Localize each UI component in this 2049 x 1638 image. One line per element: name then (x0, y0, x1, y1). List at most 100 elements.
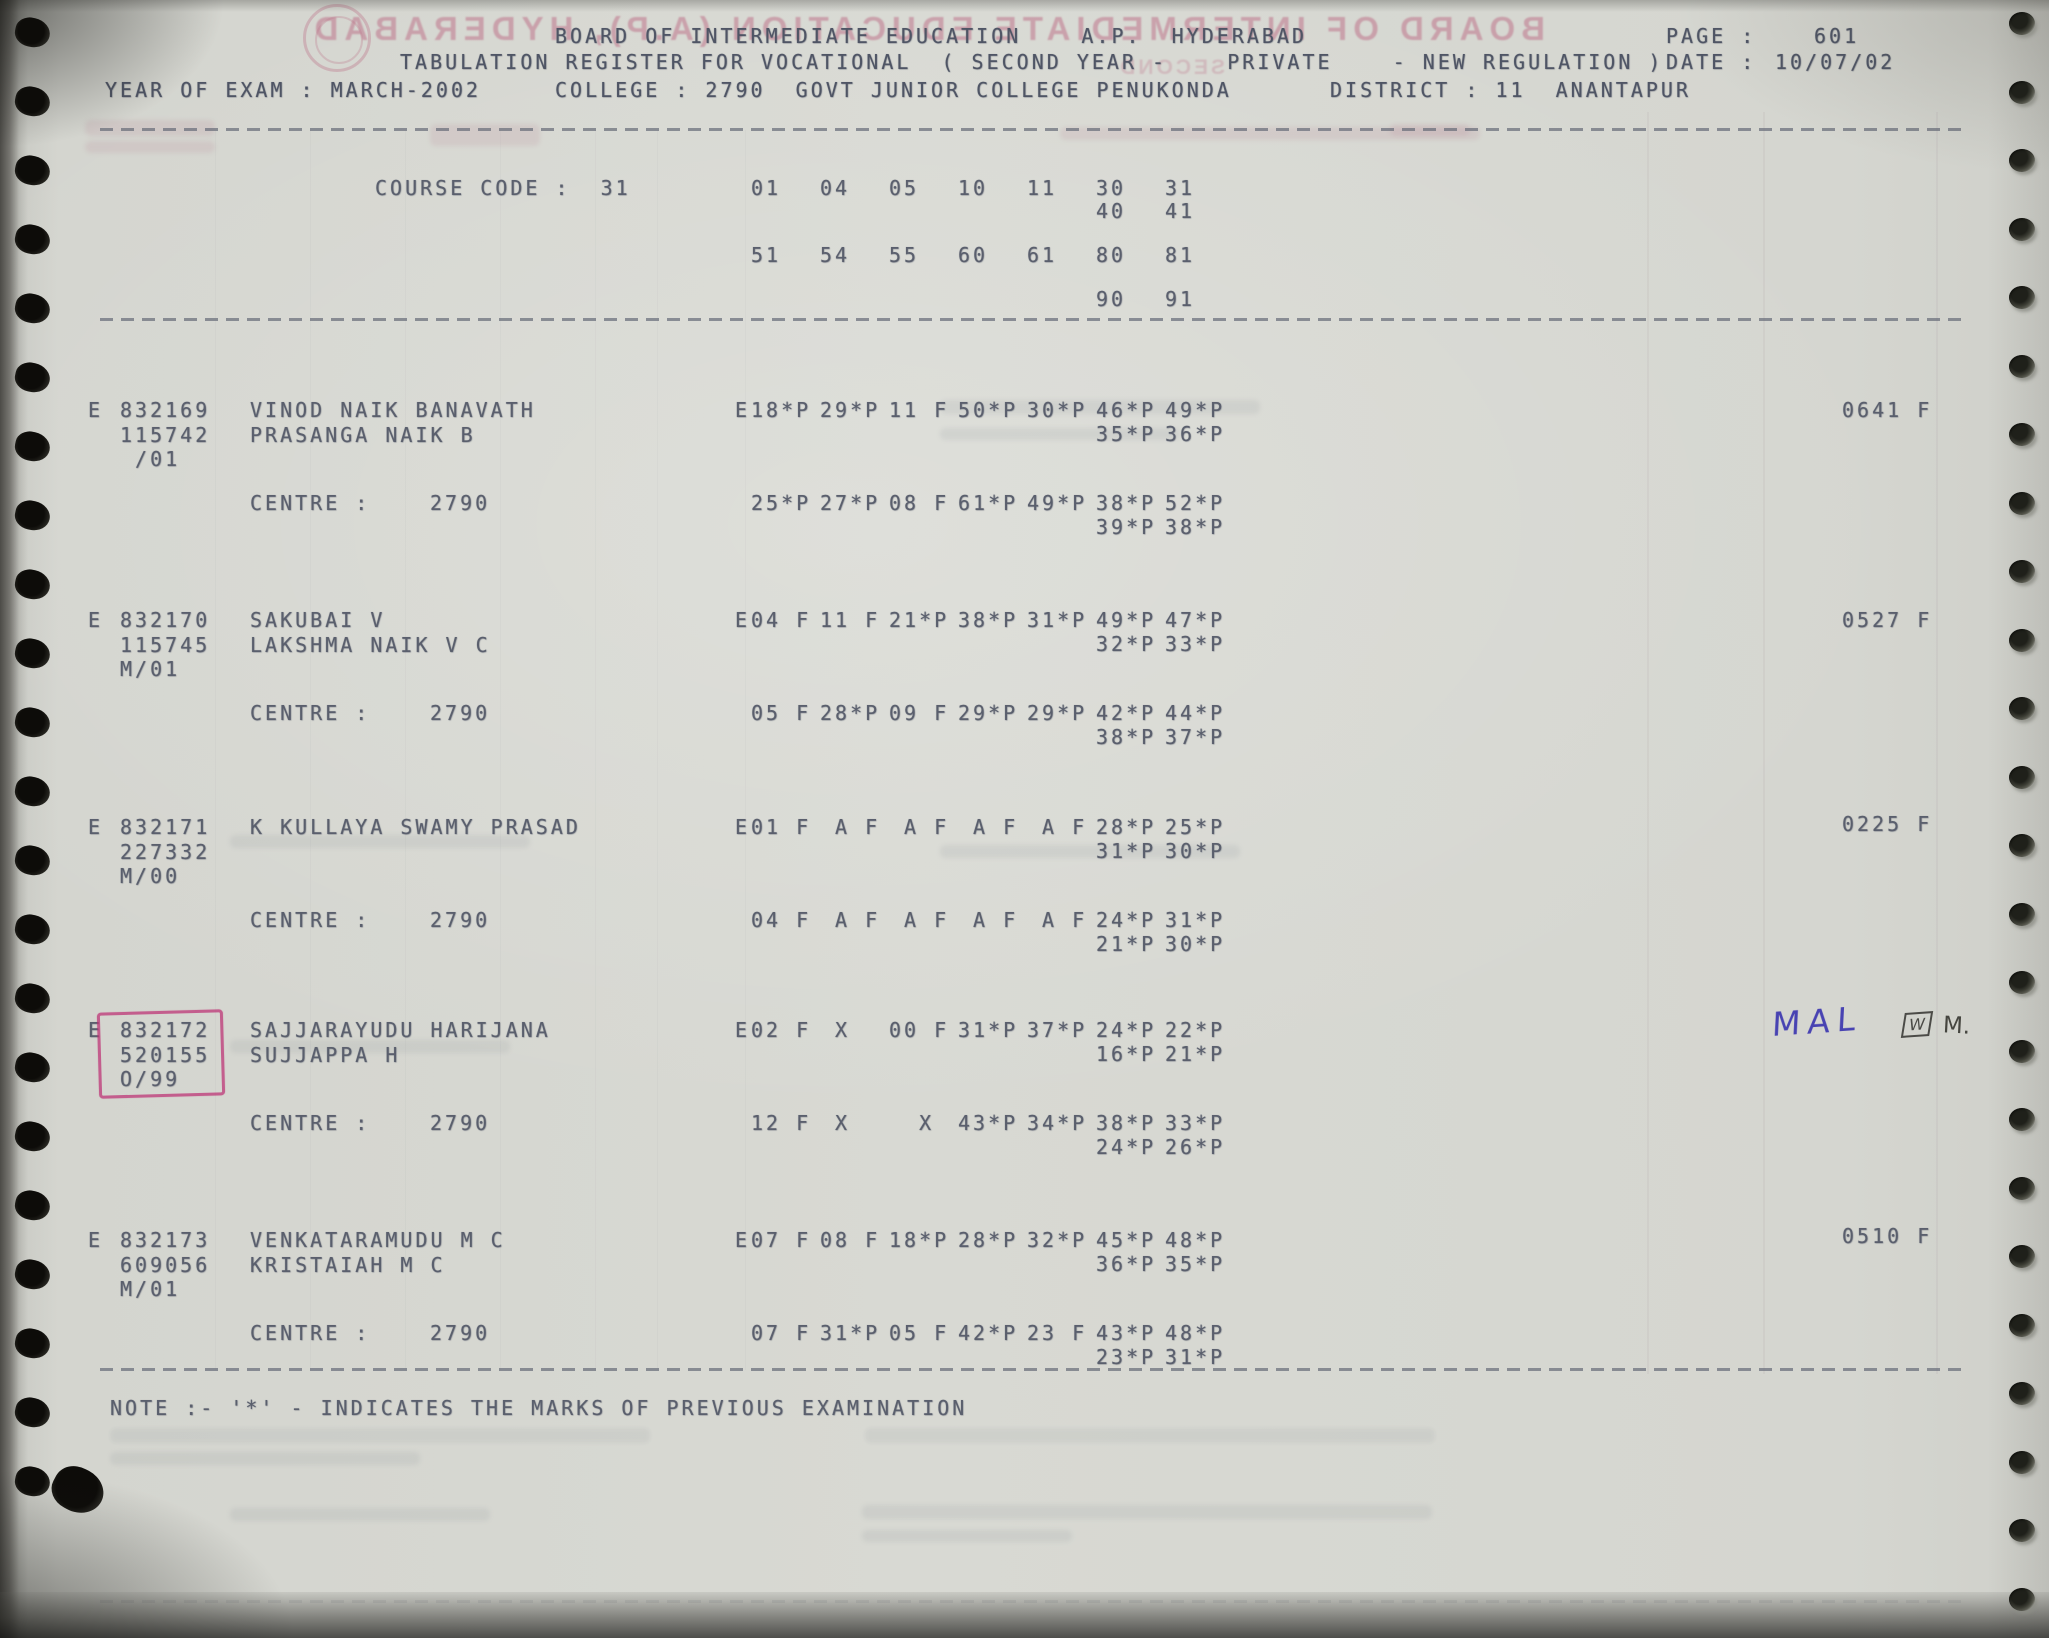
mark-cell: 18*P (751, 398, 812, 422)
mark-cell: 24*P (1096, 1135, 1157, 1159)
note-line: NOTE :- '*' - INDICATES THE MARKS OF PRE… (110, 1396, 968, 1420)
mark-cell: 00 F (889, 1018, 950, 1042)
centre-code: 2790 (430, 1321, 491, 1345)
mark-cell: 04 F (751, 608, 812, 632)
centre-label: CENTRE : (250, 491, 371, 515)
sprocket-hole (2009, 1587, 2035, 1611)
mark-cell: 12 F (751, 1111, 812, 1135)
mark-cell: 32*P (1027, 1228, 1088, 1252)
subject-code: 40 (1096, 199, 1127, 223)
mark-cell: 27*P (820, 491, 881, 515)
mark-cell: 30*P (1027, 398, 1088, 422)
exam-session: M/00 (120, 864, 181, 888)
marks-row: 02 F X 00 F 31*P 37*P 24*P 22*P (751, 1018, 1234, 1042)
marks-row: 12 F X X 43*P 34*P 38*P 33*P (751, 1111, 1234, 1135)
marks-row: 24*P 26*P (1096, 1135, 1234, 1159)
mark-cell: A F (889, 815, 950, 839)
marks-row: 05 F 28*P 09 F 29*P 29*P 42*P 44*P (751, 701, 1234, 725)
handwritten-m-note: M. (1942, 1012, 1971, 1040)
mark-cell: A F (958, 908, 1019, 932)
mark-cell: 01 F (751, 815, 812, 839)
mark-cell: 44*P (1165, 701, 1226, 725)
sprocket-hole (2009, 423, 2035, 446)
malpractice-mark-box (96, 1009, 226, 1099)
reg-no: 832169 (120, 398, 211, 422)
mark-cell: 02 F (751, 1018, 812, 1042)
mark-cell: 24*P (1096, 908, 1157, 932)
mark-cell: 48*P (1165, 1321, 1226, 1345)
mark-cell: 38*P (1165, 515, 1226, 539)
sprocket-hole (2009, 12, 2035, 35)
medium: E (735, 398, 751, 422)
mark-cell: X (820, 1018, 851, 1042)
mark-cell: 31*P (1165, 1345, 1226, 1369)
date-value: 10/07/02 (1775, 50, 1896, 74)
medium: E (735, 1228, 751, 1252)
mark-cell: 30*P (1165, 839, 1226, 863)
year-of-exam: YEAR OF EXAM : MARCH-2002 (105, 78, 482, 102)
mark-cell: 16*P (1096, 1042, 1157, 1066)
total-marks: 0510 F (1842, 1224, 1933, 1248)
total-marks: 0641 F (1842, 398, 1933, 422)
sprocket-hole (2009, 1382, 2035, 1405)
subject-code: 81 (1165, 243, 1196, 267)
sprocket-hole (2009, 354, 2035, 378)
marks-row: 01 F A F A F A F A F 28*P 25*P (751, 815, 1234, 839)
mark-cell: 04 F (751, 908, 812, 932)
subject-codes-row: 51 54 55 60 61 80 81 (751, 243, 1234, 267)
centre-code: 2790 (430, 701, 491, 725)
mark-cell: 26*P (1165, 1135, 1226, 1159)
subject-code: 90 (1096, 287, 1127, 311)
subject-code: 01 (751, 176, 782, 200)
subject-code: 80 (1096, 243, 1127, 267)
mark-cell: 43*P (1096, 1321, 1157, 1345)
sprocket-hole (2009, 765, 2035, 789)
sprocket-hole (2009, 80, 2035, 104)
mark-cell: X (889, 1111, 935, 1135)
mark-cell: 31*P (1165, 908, 1226, 932)
mark-cell: 11 F (820, 608, 881, 632)
sprocket-hole (2009, 1039, 2035, 1063)
sprocket-hole (2009, 834, 2035, 857)
marks-row: 25*P 27*P 08 F 61*P 49*P 38*P 52*P (751, 491, 1234, 515)
sprocket-hole (2009, 1519, 2035, 1542)
ghost-smudge (85, 141, 215, 153)
total-marks: 0225 F (1842, 812, 1933, 836)
mark-cell: A F (820, 815, 881, 839)
course-code-line: COURSE CODE : 31 (375, 176, 631, 200)
mark-cell: 35*P (1096, 422, 1157, 446)
mark-cell: 29*P (958, 701, 1019, 725)
candidate-name: SAJJARAYUDU HARIJANA (250, 1018, 551, 1042)
mark-cell: 45*P (1096, 1228, 1157, 1252)
mark-cell: 36*P (1096, 1252, 1157, 1276)
dashed-separator (100, 128, 1962, 131)
page-number: 601 (1814, 24, 1860, 48)
marks-row: 35*P 36*P (1096, 422, 1234, 446)
student-record: E 832171 227332 M/00 K KULLAYA SWAMY PRA… (0, 812, 2049, 965)
mark-cell: 29*P (820, 398, 881, 422)
ink-blot (44, 1458, 112, 1522)
sprocket-hole (2009, 971, 2035, 994)
mark-cell: 34*P (1027, 1111, 1088, 1135)
father-name: PRASANGA NAIK B (250, 423, 476, 447)
paper-bottom-edge (0, 1592, 2049, 1638)
sprocket-hole (2009, 149, 2035, 172)
reg-prefix: E (88, 398, 104, 422)
student-record: E 832170 115745 M/01 SAKUBAI V LAKSHMA N… (0, 608, 2049, 758)
mark-cell: 21*P (1165, 1042, 1226, 1066)
mark-cell: 25*P (1165, 815, 1226, 839)
mark-cell: 31*P (958, 1018, 1019, 1042)
marks-row: 23*P 31*P (1096, 1345, 1234, 1369)
father-name: KRISTAIAH M C (250, 1253, 446, 1277)
marks-row: 21*P 30*P (1096, 932, 1234, 956)
reg-prefix: E (88, 608, 104, 632)
handwritten-mal-annotation: MAL (1771, 998, 1864, 1045)
mark-cell: 07 F (751, 1321, 812, 1345)
reg-prefix: E (88, 1228, 104, 1252)
mark-cell: 25*P (751, 491, 812, 515)
father-name: SUJJAPPA H (250, 1043, 401, 1067)
district-line: DISTRICT : 11 ANANTAPUR (1330, 78, 1691, 102)
subject-code: 05 (889, 176, 920, 200)
subject-code: 55 (889, 243, 920, 267)
